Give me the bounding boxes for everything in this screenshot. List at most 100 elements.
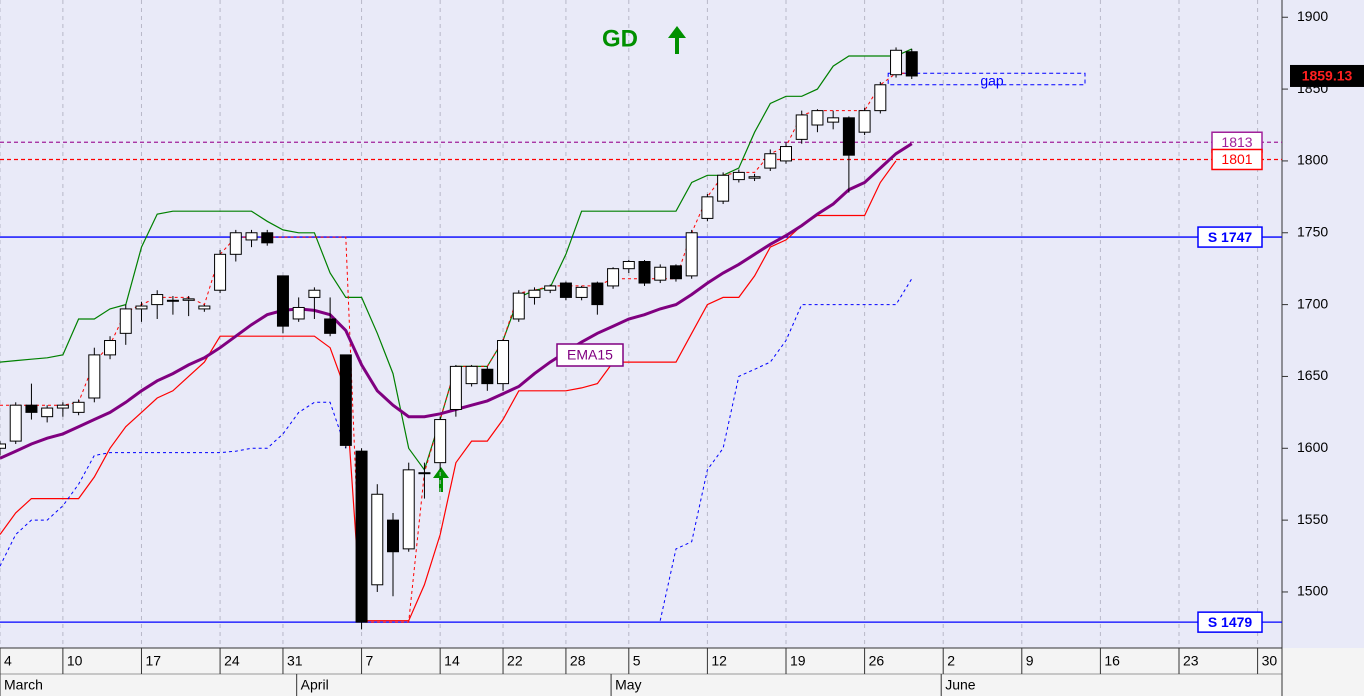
y-tick-label: 1800 (1297, 152, 1328, 168)
candle-body (418, 472, 431, 475)
candle-body (0, 443, 6, 449)
x-tick-label: 31 (287, 653, 303, 669)
x-tick-label: 28 (570, 653, 586, 669)
candle-body (198, 305, 211, 310)
candle-body (276, 275, 289, 327)
x-tick-label: 17 (145, 653, 161, 669)
candle-body (638, 260, 651, 284)
candle-body (701, 196, 714, 219)
candle-body (717, 174, 730, 202)
candle-body (654, 266, 667, 281)
candle-body (261, 232, 274, 244)
candle-body (905, 51, 918, 77)
x-tick-label: 24 (224, 653, 240, 669)
x-tick-label: 12 (711, 653, 727, 669)
x-tick-label: 19 (790, 653, 806, 669)
x-axis-background (0, 648, 1364, 696)
signal-arrow (668, 26, 686, 54)
y-tick-label: 1700 (1297, 295, 1328, 311)
indicator-line (659, 278, 913, 621)
candle-body (214, 253, 227, 291)
month-label: April (301, 677, 329, 693)
candle-body (544, 285, 557, 291)
candle-body (890, 49, 903, 76)
candle-body (607, 268, 620, 287)
candle-body (292, 306, 305, 320)
indicator-line (0, 401, 347, 567)
candle-body (732, 171, 745, 181)
candle-body (72, 401, 85, 413)
signal-label: GD (602, 25, 638, 52)
x-tick-label: 14 (444, 653, 460, 669)
candle-body (780, 146, 792, 162)
legend-label: EMA15 (567, 347, 613, 363)
candle-body (559, 282, 572, 298)
candle-body (685, 232, 698, 277)
candle-body (842, 117, 855, 156)
candle-body (104, 340, 117, 356)
candle-body (811, 110, 824, 126)
buy-arrow (433, 467, 449, 492)
candle-body (497, 340, 510, 385)
level-label-box (1197, 226, 1263, 248)
candle-body (56, 404, 69, 409)
x-tick-label: 26 (869, 653, 885, 669)
month-label: March (4, 677, 43, 693)
candle-body (88, 354, 101, 399)
x-tick-label: 5 (633, 653, 641, 669)
candle-body (41, 407, 54, 418)
candle-body (449, 365, 462, 410)
y-tick-label: 1500 (1297, 583, 1328, 599)
candle-body (371, 493, 384, 586)
candle-body (622, 260, 635, 270)
level-label: 1801 (1221, 151, 1252, 167)
y-tick-label: 1600 (1297, 439, 1328, 455)
series-label-box (556, 343, 624, 367)
gap-label: gap (980, 73, 1004, 89)
candle-body (9, 404, 22, 442)
candle-body (355, 450, 368, 623)
x-tick-label: 23 (1183, 653, 1199, 669)
x-tick-label: 7 (366, 653, 374, 669)
candle-body (827, 117, 840, 123)
candle-body (512, 292, 525, 320)
indicator-line (0, 160, 897, 622)
x-tick-label: 4 (4, 653, 12, 669)
candle-body (481, 368, 494, 385)
candle-body (858, 110, 871, 133)
plot-background (0, 0, 1364, 648)
candle-body (182, 298, 195, 301)
candle-body (25, 404, 38, 413)
x-tick-label: 16 (1104, 653, 1120, 669)
candle-body (465, 365, 478, 385)
candle-body (151, 294, 164, 306)
candle-body (166, 299, 179, 302)
y-tick-label: 1750 (1297, 223, 1328, 239)
gap-box (887, 72, 1086, 86)
candle-body (575, 286, 588, 298)
level-label-box (1211, 148, 1263, 171)
candle-body (528, 289, 541, 298)
y-tick-label: 1650 (1297, 367, 1328, 383)
candle-body (339, 354, 352, 446)
candle-body (434, 419, 447, 464)
candle-body (591, 282, 604, 306)
y-tick-label: 1900 (1297, 8, 1328, 24)
level-label-box (1197, 611, 1263, 633)
candle-body (795, 114, 808, 140)
level-label: S 1747 (1208, 229, 1253, 245)
candle-body (229, 232, 242, 255)
candle-body (764, 153, 777, 169)
up-arrow (668, 26, 686, 54)
month-label: June (945, 677, 976, 693)
month-label: May (615, 677, 641, 693)
candle-body (387, 519, 399, 553)
x-tick-label: 10 (67, 653, 83, 669)
candle-body (245, 232, 258, 241)
x-tick-label: 9 (1026, 653, 1034, 669)
level-label: 1813 (1221, 134, 1252, 150)
candle-body (308, 289, 321, 298)
candle-body (748, 176, 761, 179)
y-tick-label: 1550 (1297, 511, 1328, 527)
